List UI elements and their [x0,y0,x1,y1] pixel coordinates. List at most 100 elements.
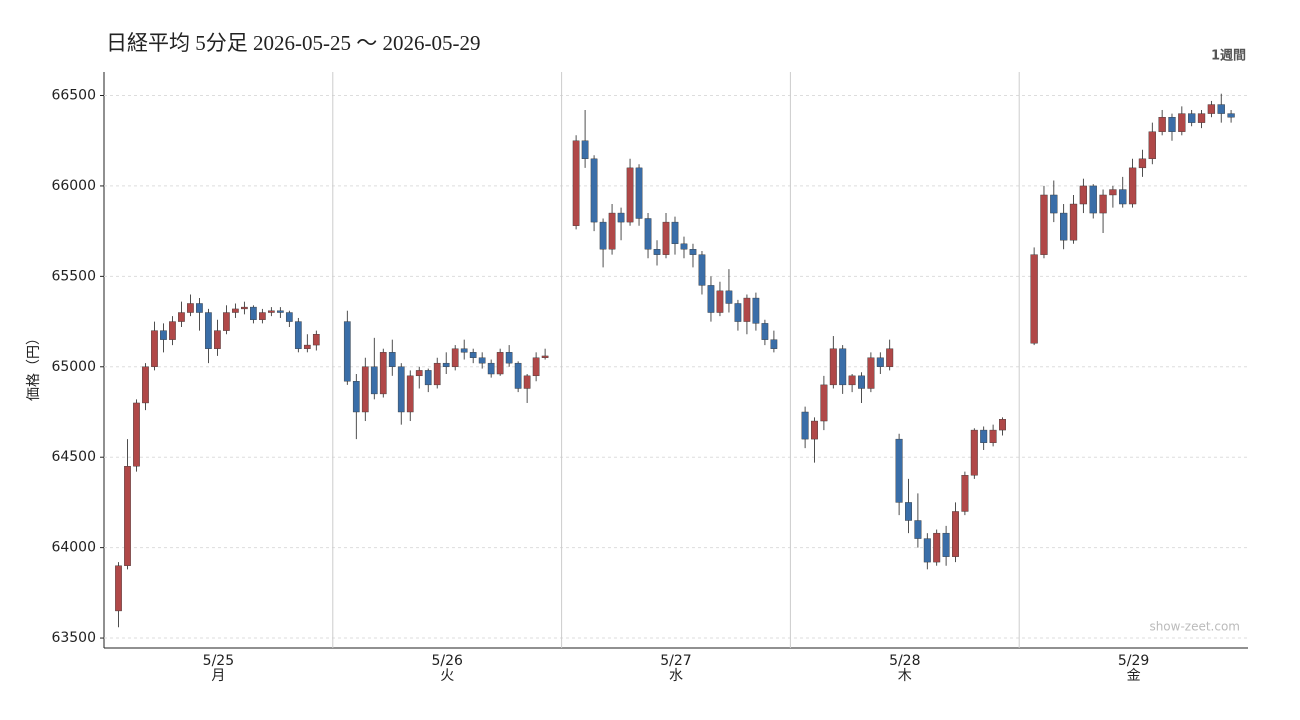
candle-body [1158,117,1166,132]
candle-body [886,348,894,367]
candle-body [942,532,950,557]
candle-body [716,290,724,313]
candle-body [1060,212,1068,241]
candle-body [1178,113,1186,132]
candle-body [379,352,387,395]
candle-body [169,321,176,340]
candle-body [232,308,239,313]
candle-body [388,352,396,367]
candle-body [867,357,875,389]
x-tick-weekday: 木 [898,668,912,684]
candle-body [653,249,661,255]
candle-body [397,366,405,413]
candle-body [671,221,679,245]
candle-body [1207,104,1216,114]
candle-body [303,344,311,349]
candle-body [1138,158,1147,169]
candle-body [980,429,988,443]
candle-body [1050,194,1058,214]
period-label: 1週間 [1211,49,1246,64]
candle-body [1128,167,1137,205]
candle-body [1188,113,1196,123]
y-axis-label: 価格（円） [26,331,42,401]
candle-body [590,158,598,223]
candle-body [644,218,652,250]
watermark: show-zeet.com [1149,620,1240,634]
x-tick-label: 5/29 [1118,653,1149,669]
candle-body [1197,113,1206,123]
candle-body [1227,113,1235,118]
y-tick-label: 66500 [51,88,96,104]
candle-body [1089,185,1097,214]
candle-body [581,140,589,160]
candle-body [433,362,441,386]
candle-body [743,297,751,322]
candle-body [415,370,423,377]
candle-body [961,475,969,512]
candle-body [933,532,941,563]
candle-body [160,330,167,340]
chart-title: 日経平均 5分足 2026-05-25 〜 2026-05-29 [106,31,480,55]
candle-body [151,330,158,367]
y-tick-label: 64000 [51,540,96,556]
candle-body [352,381,360,413]
candle-body [820,384,828,422]
candle-body [1079,185,1088,205]
candle-body [187,303,194,313]
candle-body [761,323,769,340]
candle-body [505,352,513,364]
candle-body [970,429,978,476]
candle-body [1040,194,1048,255]
candle-body [734,303,742,322]
candle-body [487,362,495,375]
candle-body [617,212,625,223]
x-tick-label: 5/28 [889,653,920,669]
y-tick-label: 65000 [51,359,96,375]
y-tick-label: 63500 [51,630,96,646]
candle-body [133,402,140,467]
candle-body [370,366,378,395]
candle-body [1099,194,1107,214]
x-tick-weekday: 火 [440,668,454,684]
candle-body [1217,104,1225,114]
candle-body [250,306,257,320]
candle-body [989,429,997,443]
candle-body [478,357,486,364]
candle-body [343,321,351,382]
candle-body [876,357,884,367]
candle-body [142,366,149,404]
candle-body [285,312,293,322]
candle-body [952,511,959,557]
y-tick-label: 64500 [51,449,96,465]
candle-body [572,140,580,226]
y-tick-label: 65500 [51,268,96,284]
candle-body [361,366,369,413]
candle-body [115,565,122,612]
candle-body [223,312,230,331]
x-tick-label: 5/26 [431,653,463,669]
candle-body [689,249,697,255]
candle-body [442,362,450,367]
candle-body [635,167,643,219]
x-tick-weekday: 月 [211,668,225,684]
candle-body [680,243,688,250]
candle-body [205,312,212,349]
candle-body [914,520,922,539]
candle-body [608,212,616,250]
candle-body [698,254,706,286]
candle-body [829,348,837,386]
candle-body [196,303,203,313]
candle-body [839,348,847,386]
candle-body [923,538,931,563]
candle-body [662,221,670,255]
candle-body [312,334,320,346]
x-tick-weekday: 金 [1127,668,1141,684]
candle-body [1168,117,1176,132]
candle-body [259,312,266,320]
candle-body [707,285,715,313]
candle-body [811,420,818,440]
candle-body [1148,131,1156,160]
candle-body [801,411,809,440]
candle-body [1030,254,1038,344]
